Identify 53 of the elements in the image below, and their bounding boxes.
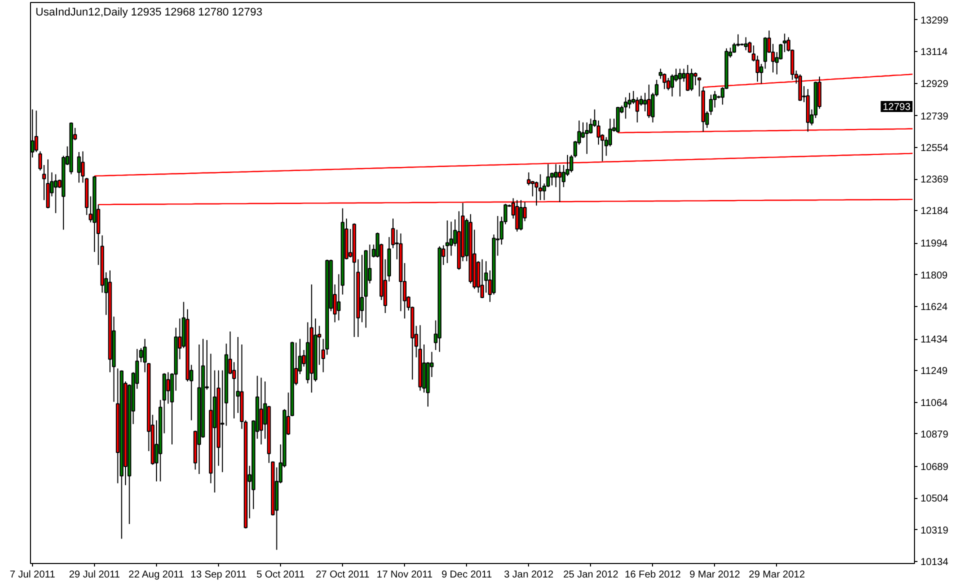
x-tick-label: 29 Mar 2012 bbox=[748, 570, 806, 580]
x-tick-label: 27 Oct 2011 bbox=[316, 570, 370, 580]
candlestick bbox=[166, 372, 170, 404]
x-tick-label: 3 Jan 2012 bbox=[504, 570, 554, 580]
candlestick bbox=[259, 377, 264, 445]
candlestick bbox=[445, 220, 450, 264]
candlestick bbox=[624, 96, 628, 120]
x-tick-label: 5 Oct 2011 bbox=[256, 570, 306, 580]
x-tick-label: 17 Nov 2011 bbox=[376, 570, 434, 580]
y-tick-label: 10504 bbox=[920, 494, 949, 505]
y-tick-label: 11249 bbox=[920, 366, 948, 378]
y-tick-label: 12929 bbox=[920, 78, 949, 90]
candlestick bbox=[744, 36, 748, 51]
y-tick-label: 12554 bbox=[920, 142, 949, 154]
annotation: 12793 bbox=[882, 102, 911, 114]
line-series bbox=[94, 152, 914, 177]
candlestick bbox=[690, 68, 694, 92]
y-tick-label: 11624 bbox=[920, 302, 948, 314]
y-tick-label: 10879 bbox=[920, 429, 949, 440]
candlestick bbox=[526, 172, 531, 186]
y-tick-label: 11434 bbox=[920, 334, 948, 346]
candlestick bbox=[647, 84, 651, 118]
y-tick-label: 12369 bbox=[920, 174, 949, 186]
candlestick bbox=[554, 164, 558, 188]
candlestick bbox=[678, 68, 682, 97]
x-tick-label: 16 Feb 2012 bbox=[624, 570, 682, 580]
candlestick bbox=[46, 158, 50, 209]
candlestick bbox=[480, 258, 484, 299]
candlestick bbox=[54, 174, 58, 214]
candlestick bbox=[336, 274, 341, 321]
chart-title: UsaIndJun12,Daily 12935 12968 12780 12793 bbox=[36, 6, 262, 18]
candlestick bbox=[694, 72, 698, 86]
y-tick-label: 10689 bbox=[920, 462, 949, 473]
y-tick-label: 11064 bbox=[920, 398, 948, 409]
x-tick-label: 22 Aug 2011 bbox=[128, 570, 184, 580]
x-tick-label: 25 Jan 2012 bbox=[563, 570, 619, 580]
x-tick-label: 29 Jul 2011 bbox=[68, 570, 120, 580]
y-tick-label: 12184 bbox=[920, 206, 949, 218]
y-tick-label: 10134 bbox=[920, 556, 949, 568]
x-tick-label: 13 Sep 2011 bbox=[190, 570, 247, 580]
candlestick bbox=[686, 64, 690, 92]
y-tick-label: 13114 bbox=[920, 47, 948, 58]
candlestick bbox=[585, 122, 589, 154]
candlestick bbox=[77, 152, 81, 184]
x-tick-label: 9 Mar 2012 bbox=[690, 570, 741, 580]
candlestick bbox=[519, 200, 523, 231]
y-tick-label: 11809 bbox=[920, 270, 948, 282]
x-tick-label: 9 Dec 2011 bbox=[441, 570, 492, 580]
x-tick-label: 7 Jul 2011 bbox=[10, 570, 56, 580]
y-tick-label: 10319 bbox=[920, 525, 949, 536]
y-tick-label: 11994 bbox=[920, 238, 948, 250]
y-tick-label: 13299 bbox=[920, 15, 949, 26]
y-tick-label: 12739 bbox=[920, 111, 949, 122]
